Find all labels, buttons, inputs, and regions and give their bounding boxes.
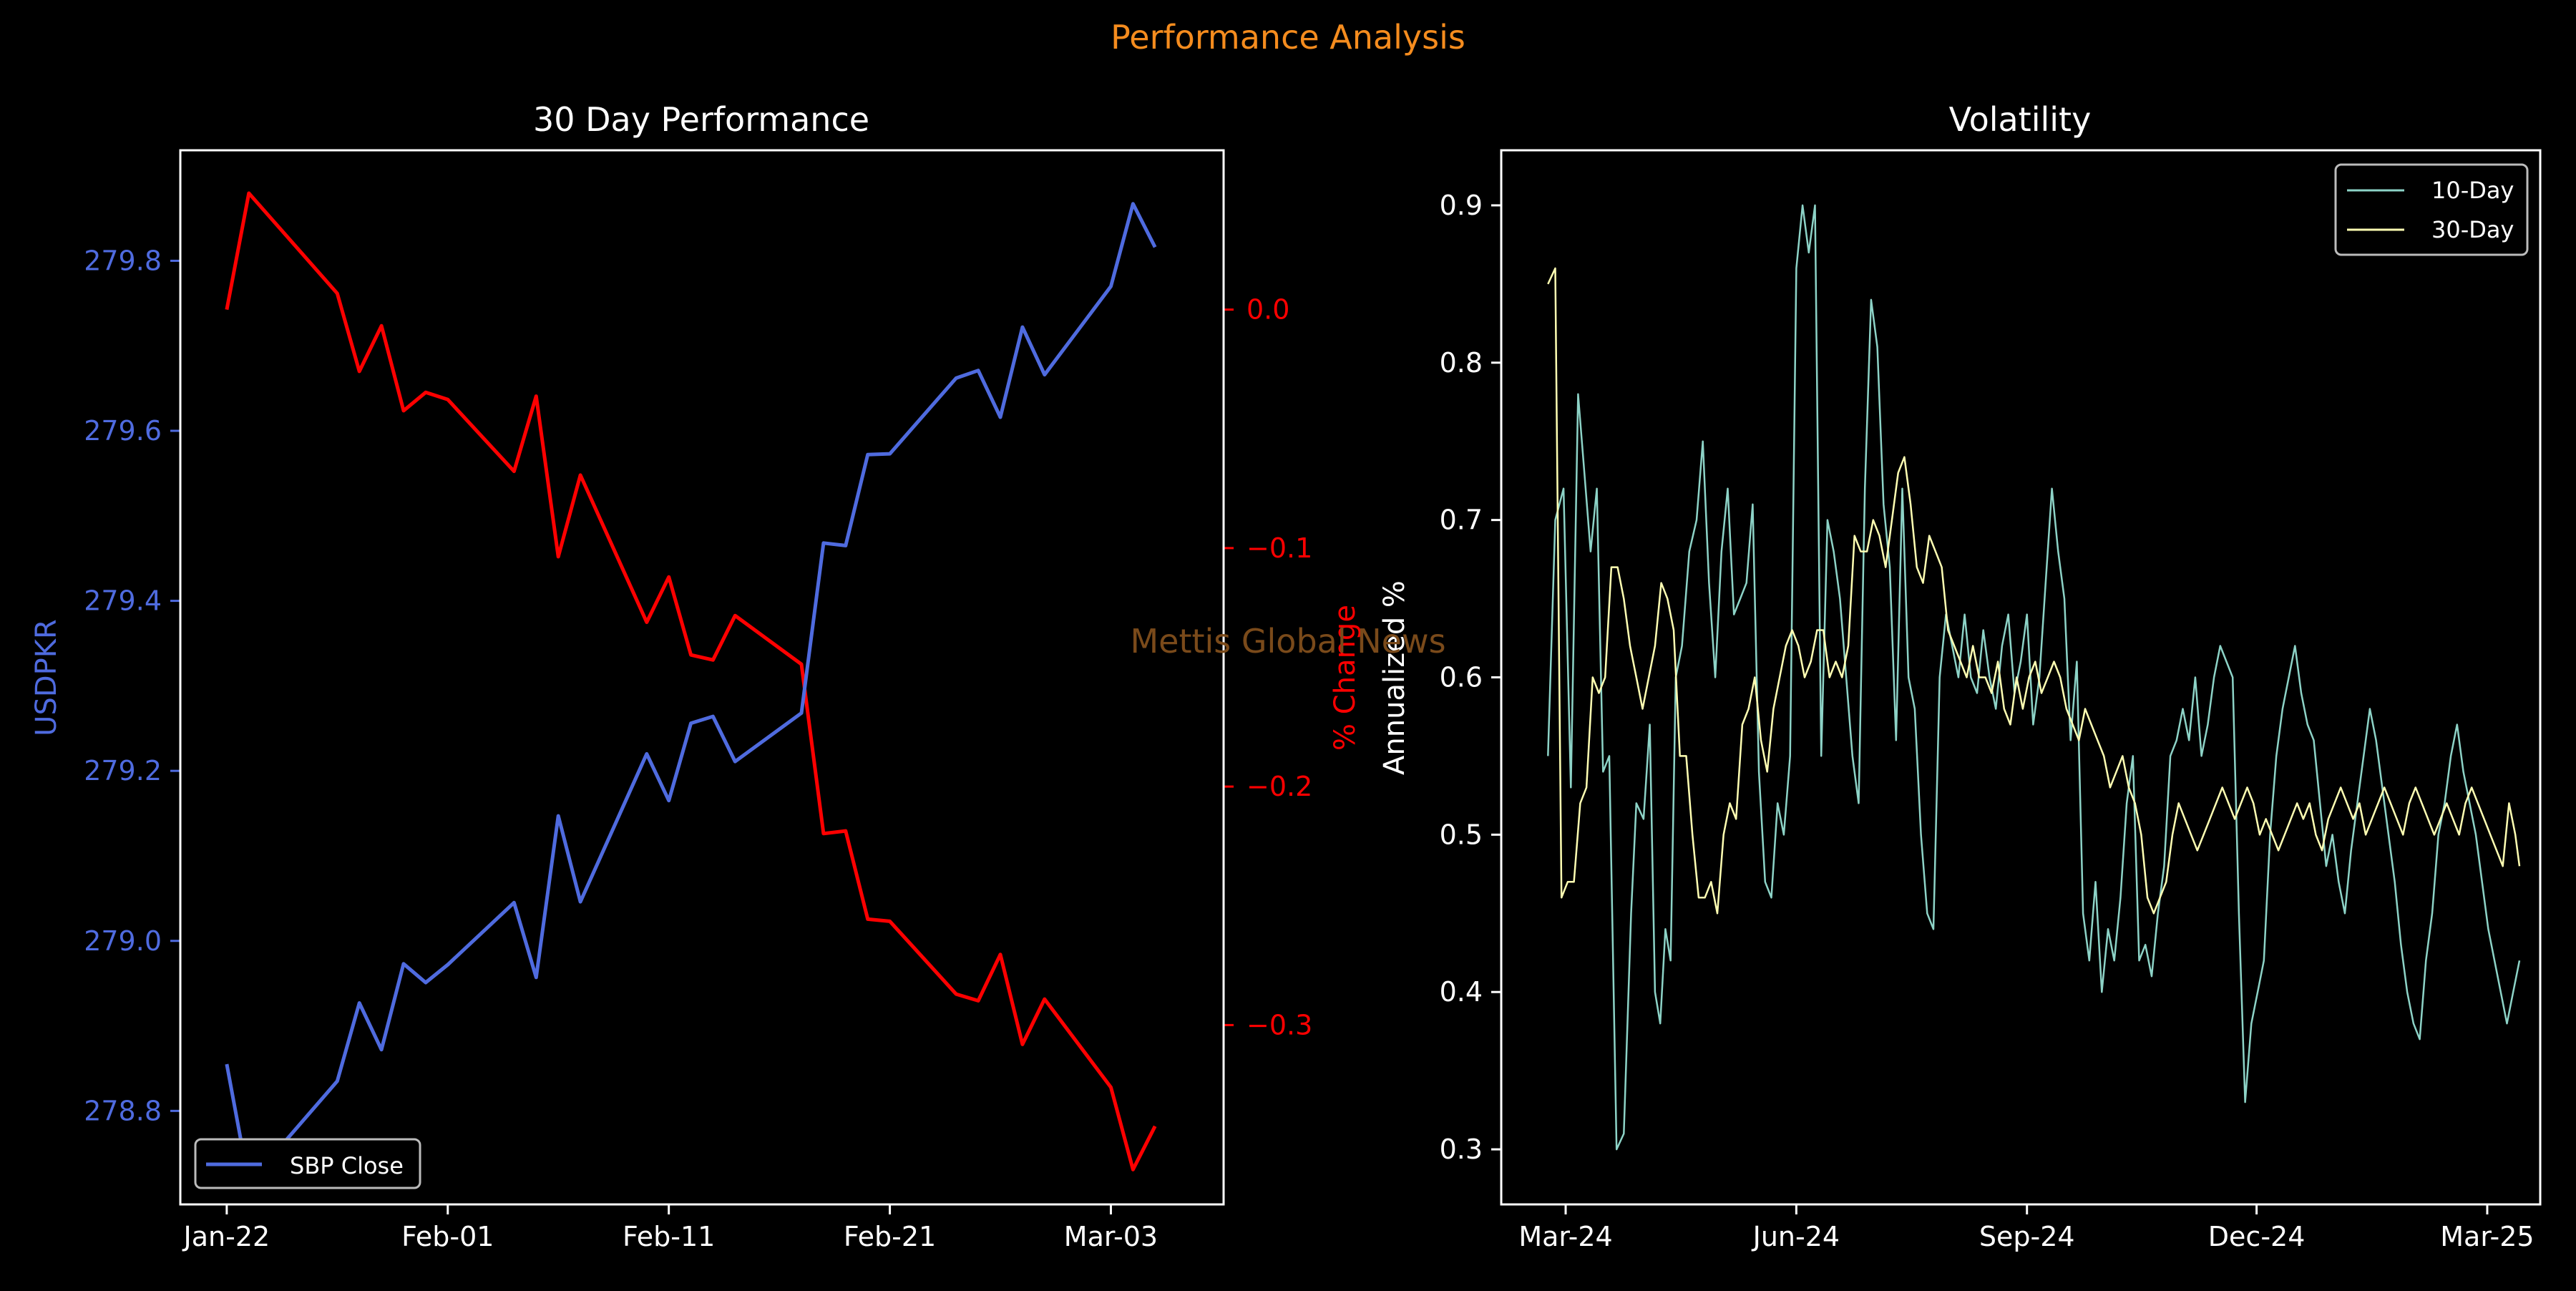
performance-legend: SBP Close <box>194 1138 421 1189</box>
volatility-x-axis: Mar-24 Jun-24 Sep-24 Dec-24 Mar-25 <box>1518 1204 2534 1252</box>
y-tick-label: 0.4 <box>1440 976 1483 1008</box>
x-tick-label: Mar-25 <box>2440 1221 2534 1252</box>
volatility-10-day-legend-label: 10-Day <box>2431 177 2514 204</box>
y-tick-label: 0.6 <box>1440 662 1483 693</box>
right-y-tick-label: 0.0 <box>1246 294 1289 326</box>
performance-right-y-axis: 0.0 −0.1 −0.2 −0.3 <box>1224 294 1312 1041</box>
pct-change-axis-label: % Change <box>1329 605 1362 751</box>
usdpkr-axis-label: USDPKR <box>30 619 63 736</box>
volatility-chart-title: Volatility <box>1949 100 2092 139</box>
x-tick-label: Dec-24 <box>2208 1221 2306 1252</box>
performance-x-axis: Jan-22 Feb-01 Feb-11 Feb-21 Mar-03 <box>182 1204 1158 1252</box>
performance-chart-title: 30 Day Performance <box>533 100 869 139</box>
volatility-legend-box <box>2334 163 2529 256</box>
left-y-tick-label: 279.8 <box>84 245 162 276</box>
left-y-tick-label: 279.4 <box>84 585 162 617</box>
right-y-tick-label: −0.3 <box>1246 1009 1312 1041</box>
right-y-tick-label: −0.1 <box>1246 532 1312 564</box>
x-tick-label: Jun-24 <box>1752 1221 1840 1252</box>
sbp-close-legend-label: SBP Close <box>290 1152 404 1179</box>
volatility-30-day-legend-label: 30-Day <box>2431 216 2514 243</box>
annualized-axis-label: Annualized % <box>1378 580 1411 775</box>
left-y-tick-label: 279.6 <box>84 415 162 447</box>
y-tick-label: 0.9 <box>1440 190 1483 221</box>
volatility-30-day-line <box>1547 267 2521 915</box>
x-tick-label: Feb-01 <box>401 1221 494 1252</box>
y-tick-label: 0.3 <box>1440 1134 1483 1165</box>
volatility-y-axis: 0.3 0.4 0.5 0.6 0.7 0.8 0.9 <box>1440 190 1501 1165</box>
volatility-chart: Volatility Mar-24 Jun-24 Sep-24 Dec-24 Mar-2… <box>1378 100 2542 1252</box>
x-tick-label: Mar-24 <box>1518 1221 1612 1252</box>
y-tick-label: 0.8 <box>1440 347 1483 379</box>
volatility-legend: 10-Day 30-Day <box>2334 163 2529 256</box>
x-tick-label: Jan-22 <box>182 1221 270 1252</box>
pct-change-line <box>225 191 1157 1171</box>
left-y-tick-label: 278.8 <box>84 1095 162 1126</box>
y-tick-label: 0.7 <box>1440 505 1483 536</box>
performance-legend-box <box>194 1138 421 1189</box>
left-y-tick-label: 279.2 <box>84 755 162 786</box>
performance-plot-frame <box>179 149 1225 1206</box>
left-y-tick-label: 279.0 <box>84 925 162 957</box>
x-tick-label: Feb-11 <box>623 1221 715 1252</box>
volatility-10-day-line <box>1547 204 2521 1151</box>
watermark-text: Mettis Global News <box>1130 622 1445 661</box>
right-y-tick-label: −0.2 <box>1246 771 1312 802</box>
figure-title: Performance Analysis <box>1111 18 1465 57</box>
performance-chart: 30 Day Performance Jan-22 Feb-01 Feb-11 Feb… <box>30 100 1362 1252</box>
volatility-plot-frame <box>1500 149 2542 1206</box>
x-tick-label: Mar-03 <box>1064 1221 1158 1252</box>
sbp-close-line <box>225 202 1157 1185</box>
y-tick-label: 0.5 <box>1440 819 1483 850</box>
x-tick-label: Sep-24 <box>1979 1221 2075 1252</box>
performance-left-y-axis: 278.8 279.0 279.2 279.4 279.6 279.8 <box>84 245 180 1126</box>
x-tick-label: Feb-21 <box>844 1221 936 1252</box>
